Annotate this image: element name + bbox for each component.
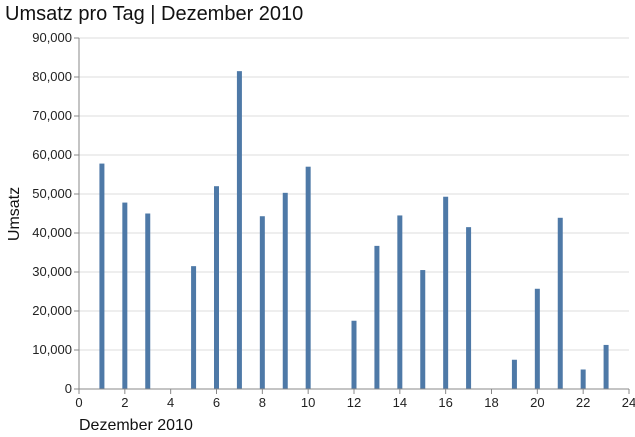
x-tick-label: 8 [259, 395, 266, 410]
axes: 0 10,000 20,000 30,000 40,000 50,000 60,000 70,… [32, 30, 635, 410]
x-tick-label: 20 [530, 395, 544, 410]
bar [374, 245, 380, 389]
y-tick-label: 50,000 [32, 186, 72, 201]
x-tick-label: 6 [213, 395, 220, 410]
bar [603, 344, 609, 389]
x-tick-label: 18 [484, 395, 498, 410]
bar [511, 359, 517, 389]
bar [282, 192, 288, 389]
chart-title: Umsatz pro Tag | Dezember 2010 [5, 3, 304, 25]
x-tick-label: 10 [301, 395, 315, 410]
y-tick-label: 60,000 [32, 147, 72, 162]
x-tick-label: 4 [167, 395, 174, 410]
y-tick-label: 0 [65, 381, 72, 396]
bar [466, 227, 472, 389]
bar [99, 163, 105, 389]
bar [259, 216, 265, 389]
x-axis-label: Dezember 2010 [79, 417, 193, 434]
x-tick-label: 2 [121, 395, 128, 410]
x-tick-label: 24 [622, 395, 635, 410]
bar [443, 196, 449, 389]
bar [305, 166, 311, 389]
y-tick-label: 80,000 [32, 69, 72, 84]
x-tick-label: 22 [576, 395, 590, 410]
y-tick-label: 70,000 [32, 108, 72, 123]
bar [420, 270, 426, 389]
bar [557, 217, 563, 389]
bar [145, 213, 151, 389]
x-tick-label: 16 [438, 395, 452, 410]
bar [236, 71, 242, 390]
x-tick-label: 0 [75, 395, 82, 410]
bar [534, 288, 540, 389]
x-tick-label: 12 [347, 395, 361, 410]
y-tick-label: 10,000 [32, 342, 72, 357]
y-tick-label: 40,000 [32, 225, 72, 240]
bar [351, 320, 357, 389]
bar [191, 266, 197, 389]
bar [122, 202, 128, 389]
bar [580, 369, 586, 389]
y-axis-label: Umsatz [6, 187, 23, 241]
bar [214, 186, 219, 389]
bar [397, 215, 403, 389]
bars [99, 71, 609, 390]
y-tick-label: 30,000 [32, 264, 72, 279]
x-tick-label: 14 [393, 395, 407, 410]
y-tick-label: 20,000 [32, 303, 72, 318]
y-tick-label: 90,000 [32, 30, 72, 45]
